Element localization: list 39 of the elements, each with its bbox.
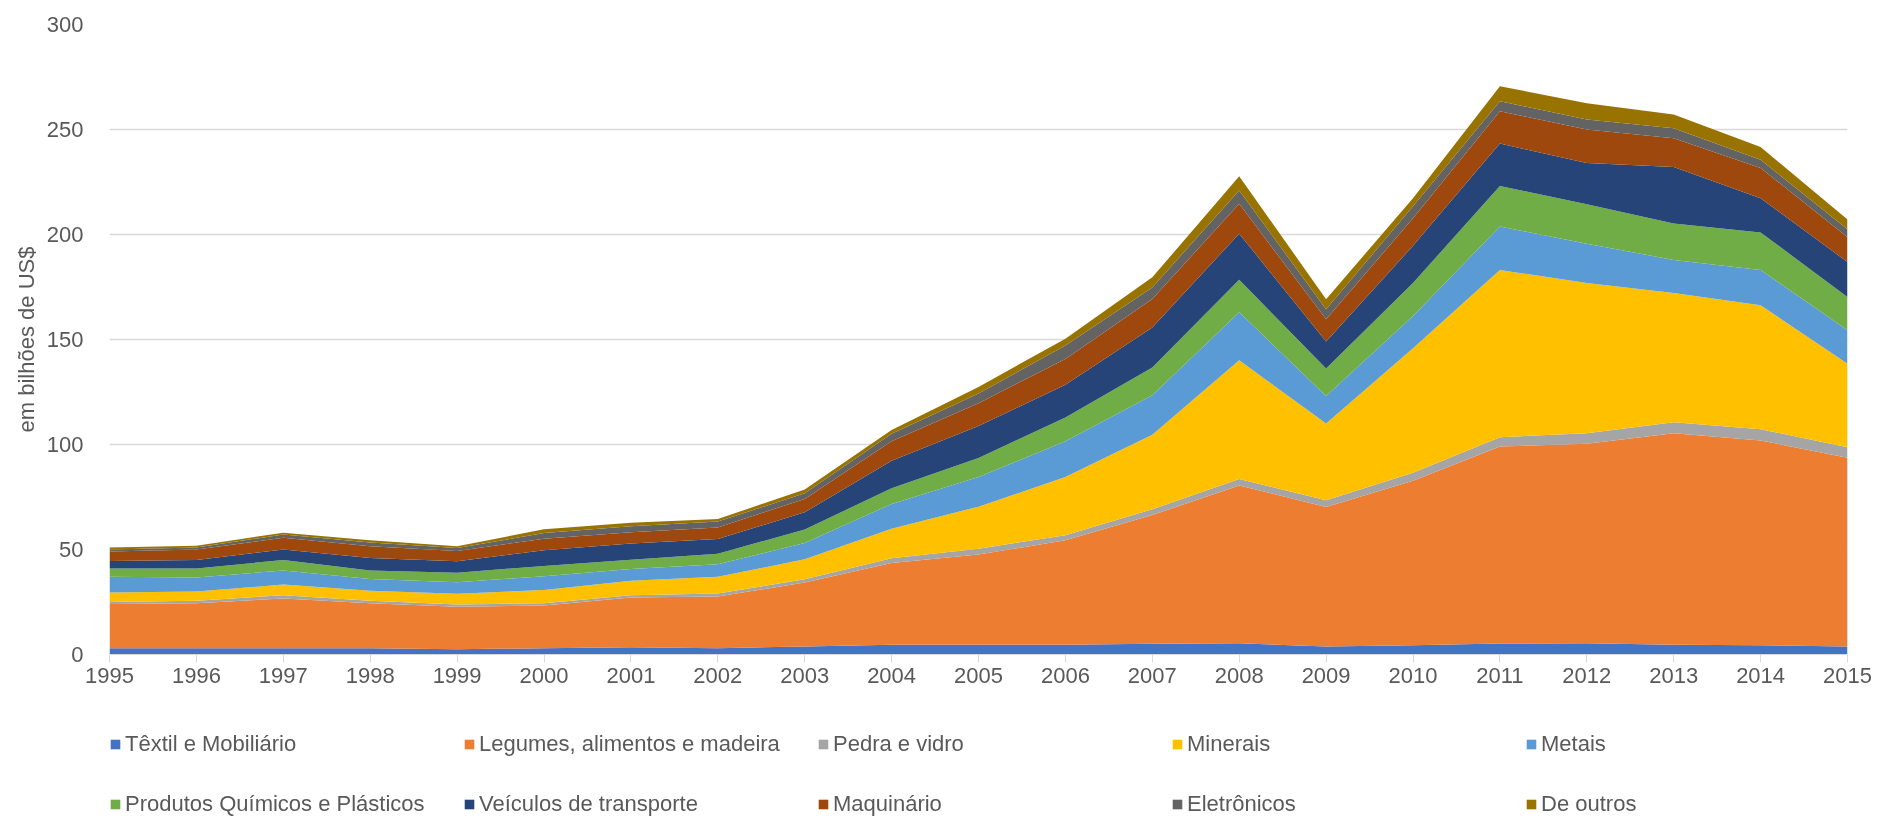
y-axis-title: em bilhões de US$: [13, 246, 39, 433]
y-tick-label: 0: [71, 642, 84, 667]
x-tick-label: 1999: [432, 662, 482, 688]
x-tick-label: 2000: [519, 662, 569, 688]
x-tick-label: 2001: [606, 662, 656, 688]
legend-label: Eletrônicos: [1187, 791, 1297, 817]
x-tick-label: 2003: [780, 662, 830, 688]
y-tick-label: 100: [46, 432, 84, 457]
legend-label: Pedra e vidro: [833, 731, 965, 757]
legend-label: Maquinário: [833, 791, 943, 817]
x-tick-label: 2015: [1823, 662, 1872, 688]
x-tick-label: 2006: [1040, 662, 1090, 688]
x-tick-label: 2008: [1214, 662, 1264, 688]
x-tick-label: 1997: [258, 662, 308, 688]
legend-label: Têxtil e Mobiliário: [125, 731, 298, 757]
legend-label: Veículos de transporte: [479, 791, 699, 817]
y-tick-label: 300: [46, 12, 84, 37]
legend-label: Metais: [1541, 731, 1607, 757]
y-tick-label: 50: [59, 537, 84, 562]
x-tick-label: 2011: [1476, 662, 1524, 688]
y-tick-label: 150: [46, 327, 84, 352]
x-tick-label: 2012: [1562, 662, 1612, 688]
legend-label: Produtos Químicos e Plásticos: [125, 791, 426, 817]
x-tick-label: 2004: [867, 662, 917, 688]
x-tick-label: 1995: [85, 662, 134, 688]
legend-label: De outros: [1541, 791, 1638, 817]
y-tick-label: 250: [46, 117, 84, 142]
legend-label: Legumes, alimentos e madeira: [479, 731, 781, 757]
x-tick-label: 2014: [1736, 662, 1786, 688]
x-tick-label: 2013: [1649, 662, 1699, 688]
x-tick-label: 2002: [693, 662, 743, 688]
x-tick-label: 2009: [1301, 662, 1351, 688]
legend-label: Minerais: [1187, 731, 1272, 757]
y-tick-label: 200: [46, 222, 84, 247]
x-tick-label: 1998: [345, 662, 395, 688]
x-tick-label: 1996: [171, 662, 221, 688]
x-tick-label: 2005: [954, 662, 1003, 688]
x-tick-label: 2007: [1127, 662, 1177, 688]
x-tick-label: 2010: [1388, 662, 1438, 688]
